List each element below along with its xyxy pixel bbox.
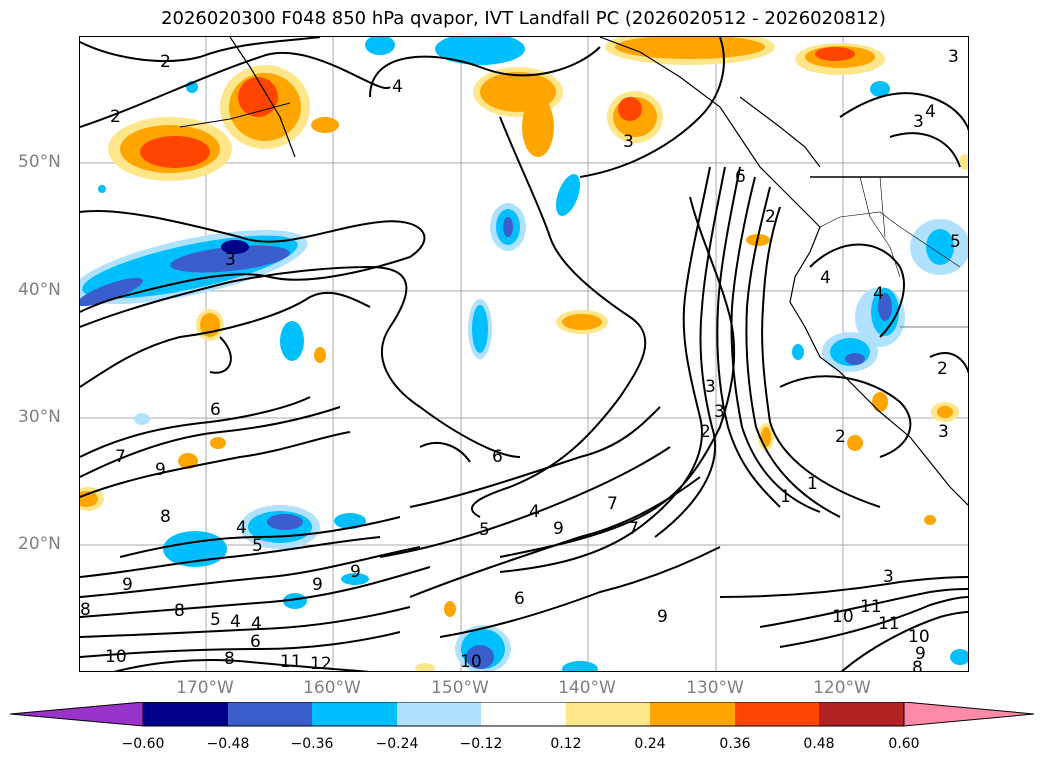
lon-label-170w: 170°W	[176, 678, 234, 698]
colorbar-tick: 0.12	[550, 736, 582, 752]
lon-label-150w: 150°W	[431, 678, 489, 698]
colorbar-tick: 0.48	[803, 736, 835, 752]
contour-label: 12	[310, 654, 332, 672]
contour-label: 6	[210, 400, 221, 420]
map-canvas: 2 3 4 3 4 3 2 3 6 2 2 4 4 5 6 6 7 9 9 8 …	[80, 37, 968, 672]
contour-label: 3	[938, 422, 949, 442]
contour-label: 3	[225, 250, 236, 270]
contour-label: 10	[460, 652, 482, 672]
colorbar-segment	[143, 702, 228, 726]
contour-label: 9	[122, 575, 133, 595]
lon-label-140w: 140°W	[558, 678, 616, 698]
colorbar-tick: −0.12	[459, 736, 503, 752]
contour-label: 10	[908, 627, 930, 647]
colorbar-segment	[10, 702, 144, 727]
colorbar-tick: −0.48	[206, 736, 250, 752]
contour-label: 3	[883, 567, 894, 587]
colorbar-segment	[650, 702, 735, 726]
contour-label: 2	[110, 107, 121, 127]
contour-label: 5	[479, 520, 490, 540]
colorbar-segment	[566, 702, 650, 726]
colorbar-tick: −0.60	[121, 736, 165, 752]
lon-label-120w: 120°W	[813, 678, 871, 698]
contour-label: 7	[607, 494, 618, 514]
contour-label: 4	[925, 102, 936, 122]
contour-label: 3	[714, 402, 725, 422]
contour-label: 4	[236, 518, 247, 538]
contour-label: 4	[392, 77, 403, 97]
contour-label: 4	[230, 612, 241, 632]
contour-label: 3	[948, 47, 959, 67]
positive-anomaly-fill	[80, 37, 968, 671]
colorbar-tick: −0.24	[375, 736, 419, 752]
contour-label: 2	[835, 427, 846, 447]
contour-label: 9	[312, 575, 323, 595]
lat-label-40n: 40°N	[18, 280, 61, 300]
colorbar-segment	[819, 702, 904, 726]
contour-label: 5	[950, 232, 961, 252]
contour-label: 2	[937, 359, 948, 379]
contour-label: 6	[492, 447, 503, 467]
contour-lines	[80, 37, 968, 671]
contour-label: 4	[529, 502, 540, 522]
contour-label: 8	[160, 507, 171, 527]
contour-label: 9	[657, 607, 668, 627]
lon-label-160w: 160°W	[303, 678, 361, 698]
colorbar-tick: −0.36	[290, 736, 334, 752]
contour-label: 9	[915, 644, 926, 664]
colorbar-tick: 0.24	[634, 736, 666, 752]
contour-label: 9	[155, 460, 166, 480]
contour-label: 5	[210, 610, 221, 630]
colorbar-tick: 0.60	[888, 736, 920, 752]
contour-label: 4	[820, 268, 831, 288]
contour-label: 2	[160, 52, 171, 72]
contour-label: 8	[174, 601, 185, 621]
contour-label: 2	[700, 422, 711, 442]
contour-label: 7	[115, 447, 126, 467]
contour-label: 9	[350, 562, 361, 582]
contour-label: 8	[912, 658, 923, 672]
contour-label: 10	[832, 607, 854, 627]
contour-label: 6	[514, 589, 525, 609]
colorbar-segment	[397, 702, 481, 726]
colorbar-segment	[735, 702, 819, 726]
contour-label: 11	[860, 597, 882, 617]
contour-label: 8	[80, 600, 91, 620]
contour-label: 9	[553, 519, 564, 539]
colorbar-segment	[903, 702, 1035, 727]
contour-label: 7	[628, 519, 639, 539]
colorbar-tick: 0.36	[719, 736, 751, 752]
lat-label-50n: 50°N	[18, 152, 61, 172]
contour-label: 10	[105, 647, 127, 667]
contour-label: 3	[705, 377, 716, 397]
colorbar-segment	[312, 702, 397, 726]
contour-label: 4	[251, 614, 262, 634]
contour-label: 1	[780, 487, 791, 507]
contour-label: 5	[252, 536, 263, 556]
contour-label: 3	[913, 112, 924, 132]
contour-label: 11	[280, 652, 302, 672]
contour-label: 4	[873, 284, 884, 304]
contour-label-group: 2 3 4 3 4 3 2 3 6 2 2 4 4 5 6 6 7 9 9 8 …	[80, 47, 961, 672]
contour-label: 6	[250, 632, 261, 652]
negative-anomaly-fill	[80, 37, 968, 671]
colorbar-segment	[228, 702, 312, 726]
colorbar	[10, 702, 1035, 727]
lon-label-130w: 130°W	[686, 678, 744, 698]
colorbar-segment	[481, 702, 566, 726]
lat-label-30n: 30°N	[18, 407, 61, 427]
lat-label-20n: 20°N	[18, 534, 61, 554]
contour-label: 11	[878, 614, 900, 634]
contour-label: 1	[807, 474, 818, 494]
contour-label: 3	[623, 132, 634, 152]
contour-label: 8	[224, 649, 235, 669]
contour-label: 2	[765, 207, 776, 227]
map-title: 2026020300 F048 850 hPa qvapor, IVT Land…	[161, 8, 886, 29]
map-panel: 2 3 4 3 4 3 2 3 6 2 2 4 4 5 6 6 7 9 9 8 …	[79, 36, 969, 672]
contour-label: 6	[735, 167, 746, 187]
